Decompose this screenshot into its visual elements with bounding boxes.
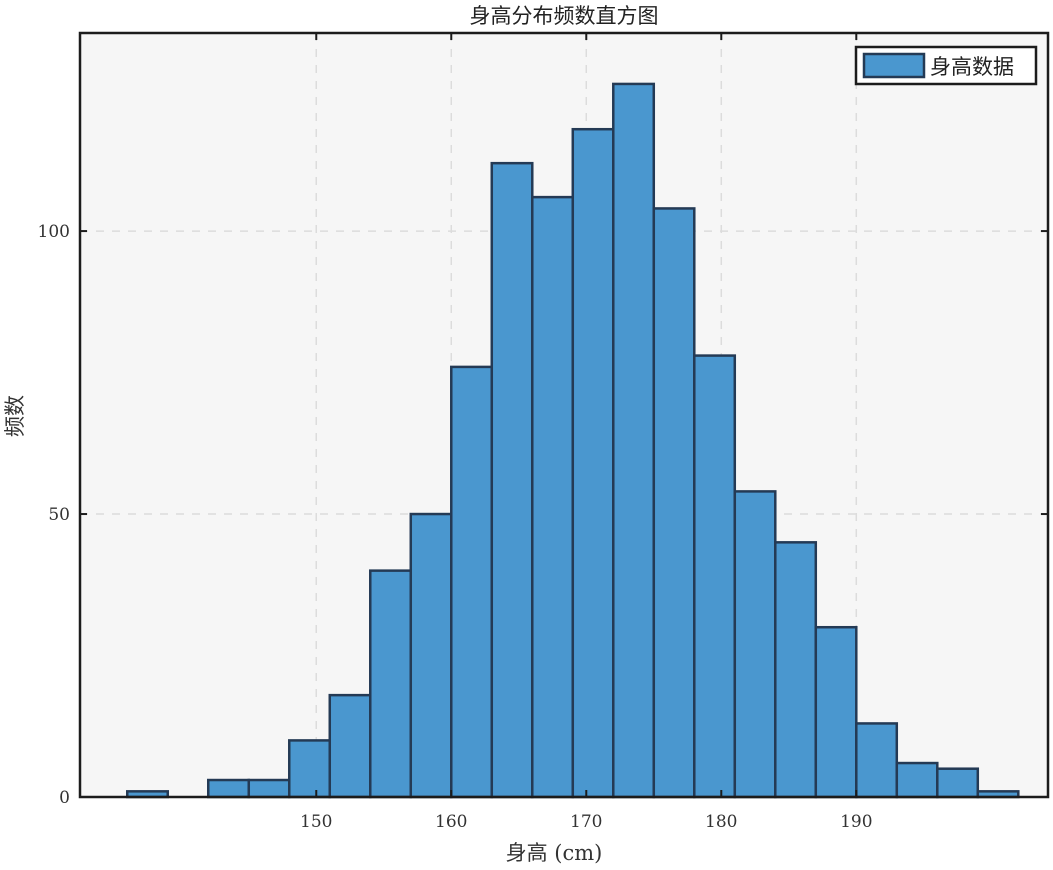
histogram-bar — [531, 195, 575, 799]
histogram-bar — [612, 82, 656, 799]
histogram-bar — [207, 778, 251, 799]
histogram-bar — [490, 161, 534, 799]
histogram-bar — [733, 490, 777, 799]
axis-ticks: 150 160 170 180 190 0 50 100 — [38, 33, 1048, 832]
x-tick-label: 150 — [300, 812, 332, 832]
y-tick-label: 0 — [59, 788, 70, 808]
legend: 身高数据 — [854, 45, 1038, 86]
legend-swatch — [862, 52, 926, 79]
histogram-bar — [369, 569, 413, 799]
y-axis-title: 频数 — [3, 395, 27, 437]
x-tick-label: 180 — [705, 812, 737, 832]
histogram-bar — [693, 354, 737, 799]
x-tick-label: 170 — [570, 812, 602, 832]
plot-frame — [78, 31, 1050, 799]
x-tick-label: 160 — [435, 812, 467, 832]
chart-title: 身高分布频数直方图 — [470, 4, 659, 28]
histogram-bar — [855, 722, 899, 799]
histogram-bar — [247, 778, 291, 799]
x-tick-label: 190 — [840, 812, 872, 832]
histogram-bar — [571, 127, 615, 799]
histogram-bar — [936, 767, 980, 799]
histogram-bar — [328, 693, 372, 799]
histogram-bar — [895, 761, 939, 799]
x-axis-title: 身高 (cm) — [506, 841, 603, 865]
histogram-bar — [409, 512, 453, 799]
histogram-bar — [814, 625, 858, 799]
bar-group — [126, 82, 1020, 799]
histogram-bar — [450, 365, 494, 799]
histogram-bar — [774, 541, 818, 799]
y-tick-label: 100 — [38, 222, 70, 242]
histogram-bar — [652, 207, 696, 799]
legend-label: 身高数据 — [930, 55, 1014, 79]
y-tick-label: 50 — [48, 505, 70, 525]
histogram-bar — [288, 739, 332, 799]
